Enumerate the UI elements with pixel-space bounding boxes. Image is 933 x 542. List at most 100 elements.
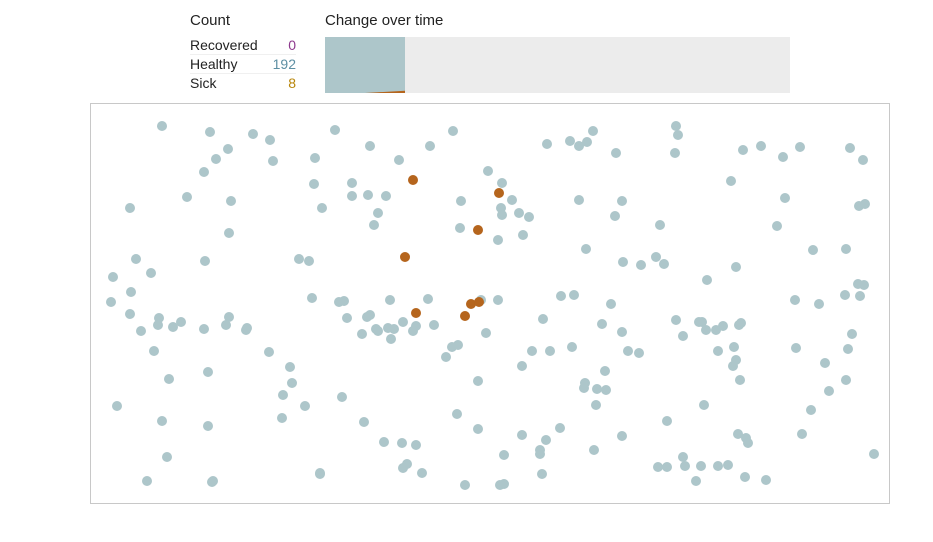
healthy-person-dot bbox=[841, 375, 851, 385]
healthy-person-dot bbox=[373, 208, 383, 218]
healthy-person-dot bbox=[203, 421, 213, 431]
healthy-person-dot bbox=[369, 220, 379, 230]
healthy-person-dot bbox=[538, 314, 548, 324]
healthy-person-dot bbox=[224, 312, 234, 322]
healthy-person-dot bbox=[726, 176, 736, 186]
healthy-person-dot bbox=[601, 385, 611, 395]
healthy-person-dot bbox=[806, 405, 816, 415]
healthy-person-dot bbox=[493, 235, 503, 245]
healthy-person-dot bbox=[425, 141, 435, 151]
healthy-person-dot bbox=[394, 155, 404, 165]
sick-person-dot bbox=[400, 252, 410, 262]
healthy-person-dot bbox=[347, 178, 357, 188]
healthy-person-dot bbox=[655, 220, 665, 230]
healthy-person-dot bbox=[398, 317, 408, 327]
healthy-person-dot bbox=[670, 148, 680, 158]
healthy-person-dot bbox=[106, 297, 116, 307]
change-over-time-chart bbox=[325, 37, 790, 93]
healthy-person-dot bbox=[226, 196, 236, 206]
sick-person-dot bbox=[473, 225, 483, 235]
healthy-person-dot bbox=[386, 334, 396, 344]
healthy-person-dot bbox=[847, 329, 857, 339]
healthy-person-dot bbox=[157, 121, 167, 131]
healthy-person-dot bbox=[736, 318, 746, 328]
healthy-person-dot bbox=[574, 195, 584, 205]
healthy-person-dot bbox=[224, 228, 234, 238]
healthy-person-dot bbox=[481, 328, 491, 338]
healthy-person-dot bbox=[524, 212, 534, 222]
healthy-person-dot bbox=[265, 135, 275, 145]
healthy-person-dot bbox=[164, 374, 174, 384]
healthy-person-dot bbox=[310, 153, 320, 163]
healthy-person-dot bbox=[199, 324, 209, 334]
healthy-person-dot bbox=[556, 291, 566, 301]
healthy-person-dot bbox=[702, 275, 712, 285]
healthy-person-dot bbox=[588, 126, 598, 136]
healthy-person-dot bbox=[662, 416, 672, 426]
healthy-person-dot bbox=[277, 413, 287, 423]
healthy-person-dot bbox=[527, 346, 537, 356]
recovered-count: 0 bbox=[288, 37, 296, 53]
healthy-person-dot bbox=[673, 130, 683, 140]
healthy-person-dot bbox=[497, 178, 507, 188]
healthy-person-dot bbox=[840, 290, 850, 300]
healthy-person-dot bbox=[580, 378, 590, 388]
healthy-person-dot bbox=[617, 196, 627, 206]
healthy-person-dot bbox=[278, 390, 288, 400]
healthy-person-dot bbox=[497, 210, 507, 220]
healthy-person-dot bbox=[541, 435, 551, 445]
healthy-person-dot bbox=[365, 141, 375, 151]
healthy-person-dot bbox=[743, 438, 753, 448]
healthy-person-dot bbox=[125, 203, 135, 213]
healthy-person-dot bbox=[814, 299, 824, 309]
healthy-person-dot bbox=[142, 476, 152, 486]
healthy-person-dot bbox=[678, 331, 688, 341]
healthy-person-dot bbox=[242, 323, 252, 333]
healthy-person-dot bbox=[691, 476, 701, 486]
healthy-person-dot bbox=[610, 211, 620, 221]
healthy-person-dot bbox=[662, 462, 672, 472]
count-row-recovered: Recovered 0 bbox=[190, 36, 296, 55]
healthy-person-dot bbox=[756, 141, 766, 151]
healthy-person-dot bbox=[337, 392, 347, 402]
healthy-person-dot bbox=[555, 423, 565, 433]
healthy-person-dot bbox=[617, 431, 627, 441]
healthy-person-dot bbox=[860, 199, 870, 209]
healthy-person-dot bbox=[221, 320, 231, 330]
healthy-person-dot bbox=[606, 299, 616, 309]
healthy-person-dot bbox=[153, 320, 163, 330]
chart-title: Change over time bbox=[325, 12, 444, 29]
healthy-person-dot bbox=[389, 324, 399, 334]
healthy-person-dot bbox=[728, 361, 738, 371]
healthy-person-dot bbox=[733, 429, 743, 439]
healthy-person-dot bbox=[408, 326, 418, 336]
healthy-person-dot bbox=[294, 254, 304, 264]
healthy-person-dot bbox=[859, 280, 869, 290]
healthy-person-dot bbox=[493, 295, 503, 305]
healthy-person-dot bbox=[808, 245, 818, 255]
healthy-person-dot bbox=[371, 324, 381, 334]
healthy-person-dot bbox=[738, 145, 748, 155]
healthy-person-dot bbox=[182, 192, 192, 202]
healthy-person-dot bbox=[203, 367, 213, 377]
healthy-person-dot bbox=[162, 452, 172, 462]
healthy-person-dot bbox=[223, 144, 233, 154]
healthy-person-dot bbox=[453, 340, 463, 350]
healthy-person-dot bbox=[611, 148, 621, 158]
healthy-person-dot bbox=[347, 191, 357, 201]
healthy-person-dot bbox=[858, 155, 868, 165]
healthy-person-dot bbox=[671, 121, 681, 131]
healthy-person-dot bbox=[569, 290, 579, 300]
healthy-person-dot bbox=[634, 348, 644, 358]
healthy-person-dot bbox=[379, 437, 389, 447]
sick-label: Sick bbox=[190, 75, 217, 91]
healthy-person-dot bbox=[287, 378, 297, 388]
healthy-person-dot bbox=[248, 129, 258, 139]
healthy-person-dot bbox=[136, 326, 146, 336]
healthy-person-dot bbox=[357, 329, 367, 339]
healthy-person-dot bbox=[855, 291, 865, 301]
healthy-person-dot bbox=[362, 312, 372, 322]
healthy-person-dot bbox=[456, 196, 466, 206]
healthy-person-dot bbox=[125, 309, 135, 319]
count-row-sick: Sick 8 bbox=[190, 74, 296, 92]
